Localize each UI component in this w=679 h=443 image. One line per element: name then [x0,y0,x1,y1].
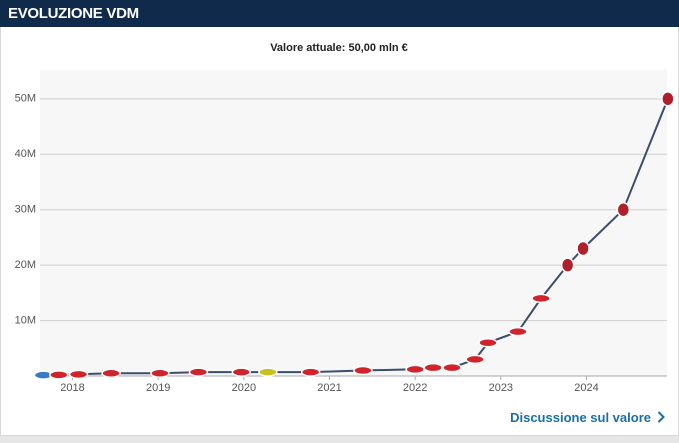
club-marker [576,240,590,257]
club-marker [423,362,443,373]
y-tick-label: 10M [15,314,36,326]
y-tick-label: 50M [15,93,36,105]
club-marker [101,368,121,378]
club-marker [300,367,321,377]
x-tick-label: 2019 [146,382,170,394]
x-tick-label: 2020 [232,382,256,394]
x-tick-label: 2022 [403,382,427,394]
y-tick-label: 30M [15,204,36,216]
chart-subtitle: Valore attuale: 50,00 mln € [270,42,408,54]
club-marker [508,326,528,337]
club-marker [353,365,373,376]
club-marker [478,337,498,348]
footer-strip [0,436,679,443]
plot-background [40,70,667,376]
club-marker [68,369,89,380]
club-marker [531,293,551,304]
y-tick-label: 20M [15,259,36,271]
club-marker [442,362,462,373]
club-marker [465,354,485,365]
club-marker [405,364,425,375]
x-tick-label: 2018 [60,382,84,394]
x-tick-label: 2024 [574,382,598,394]
discussion-link[interactable]: Discussione sul valore [510,410,665,425]
club-marker [560,257,575,273]
header-title: EVOLUZIONE VDM [0,0,679,27]
x-tick-label: 2021 [317,382,341,394]
club-marker [616,201,631,218]
club-marker [150,368,170,378]
chart: Valore attuale: 50,00 mln € 10M 20M 30M 40M… [15,42,675,394]
club-marker [49,370,69,380]
y-tick-label: 40M [15,148,36,160]
chevron-icon [657,411,665,423]
club-marker [661,91,675,107]
club-marker [258,367,278,377]
club-marker [188,367,209,377]
club-marker [231,367,252,377]
x-tick-label: 2023 [489,382,513,394]
link-label[interactable]: Discussione sul valore [510,410,651,425]
